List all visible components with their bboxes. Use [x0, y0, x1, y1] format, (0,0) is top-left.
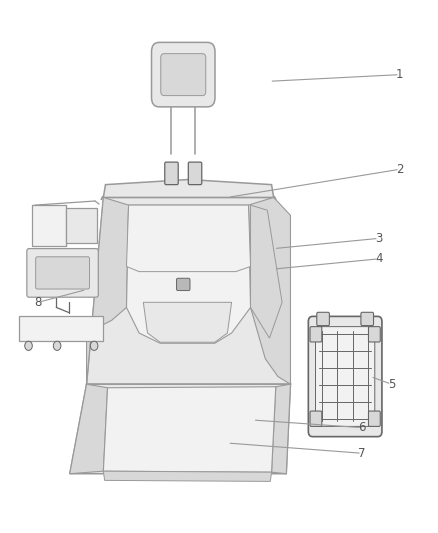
- Text: 2: 2: [396, 163, 403, 176]
- FancyBboxPatch shape: [32, 205, 66, 246]
- Polygon shape: [103, 387, 276, 472]
- Polygon shape: [248, 197, 290, 384]
- Polygon shape: [70, 384, 108, 474]
- Text: 5: 5: [388, 378, 395, 391]
- Polygon shape: [272, 384, 290, 474]
- FancyBboxPatch shape: [161, 54, 206, 95]
- Text: 6: 6: [358, 421, 366, 434]
- Polygon shape: [87, 197, 129, 384]
- FancyBboxPatch shape: [361, 312, 374, 326]
- FancyBboxPatch shape: [66, 208, 97, 244]
- FancyBboxPatch shape: [310, 327, 322, 342]
- FancyBboxPatch shape: [152, 43, 215, 107]
- FancyBboxPatch shape: [315, 327, 375, 426]
- Text: 3: 3: [375, 232, 382, 245]
- FancyBboxPatch shape: [310, 411, 322, 426]
- Polygon shape: [127, 205, 251, 343]
- Polygon shape: [70, 384, 290, 474]
- Polygon shape: [143, 302, 232, 342]
- Circle shape: [53, 341, 61, 350]
- Polygon shape: [103, 471, 272, 481]
- Text: 8: 8: [35, 296, 42, 309]
- FancyBboxPatch shape: [317, 312, 329, 326]
- FancyBboxPatch shape: [177, 278, 190, 290]
- Polygon shape: [103, 180, 274, 197]
- Polygon shape: [127, 205, 251, 272]
- Circle shape: [25, 341, 32, 350]
- FancyBboxPatch shape: [35, 257, 89, 289]
- FancyBboxPatch shape: [368, 411, 380, 426]
- Polygon shape: [251, 205, 282, 338]
- Text: 1: 1: [396, 68, 403, 81]
- FancyBboxPatch shape: [19, 316, 103, 341]
- FancyBboxPatch shape: [27, 248, 98, 297]
- FancyBboxPatch shape: [368, 327, 380, 342]
- FancyBboxPatch shape: [188, 162, 202, 184]
- Text: 7: 7: [358, 447, 366, 460]
- FancyBboxPatch shape: [165, 162, 178, 184]
- Circle shape: [90, 341, 98, 350]
- Polygon shape: [87, 197, 290, 384]
- Text: 4: 4: [375, 252, 382, 265]
- FancyBboxPatch shape: [308, 317, 382, 437]
